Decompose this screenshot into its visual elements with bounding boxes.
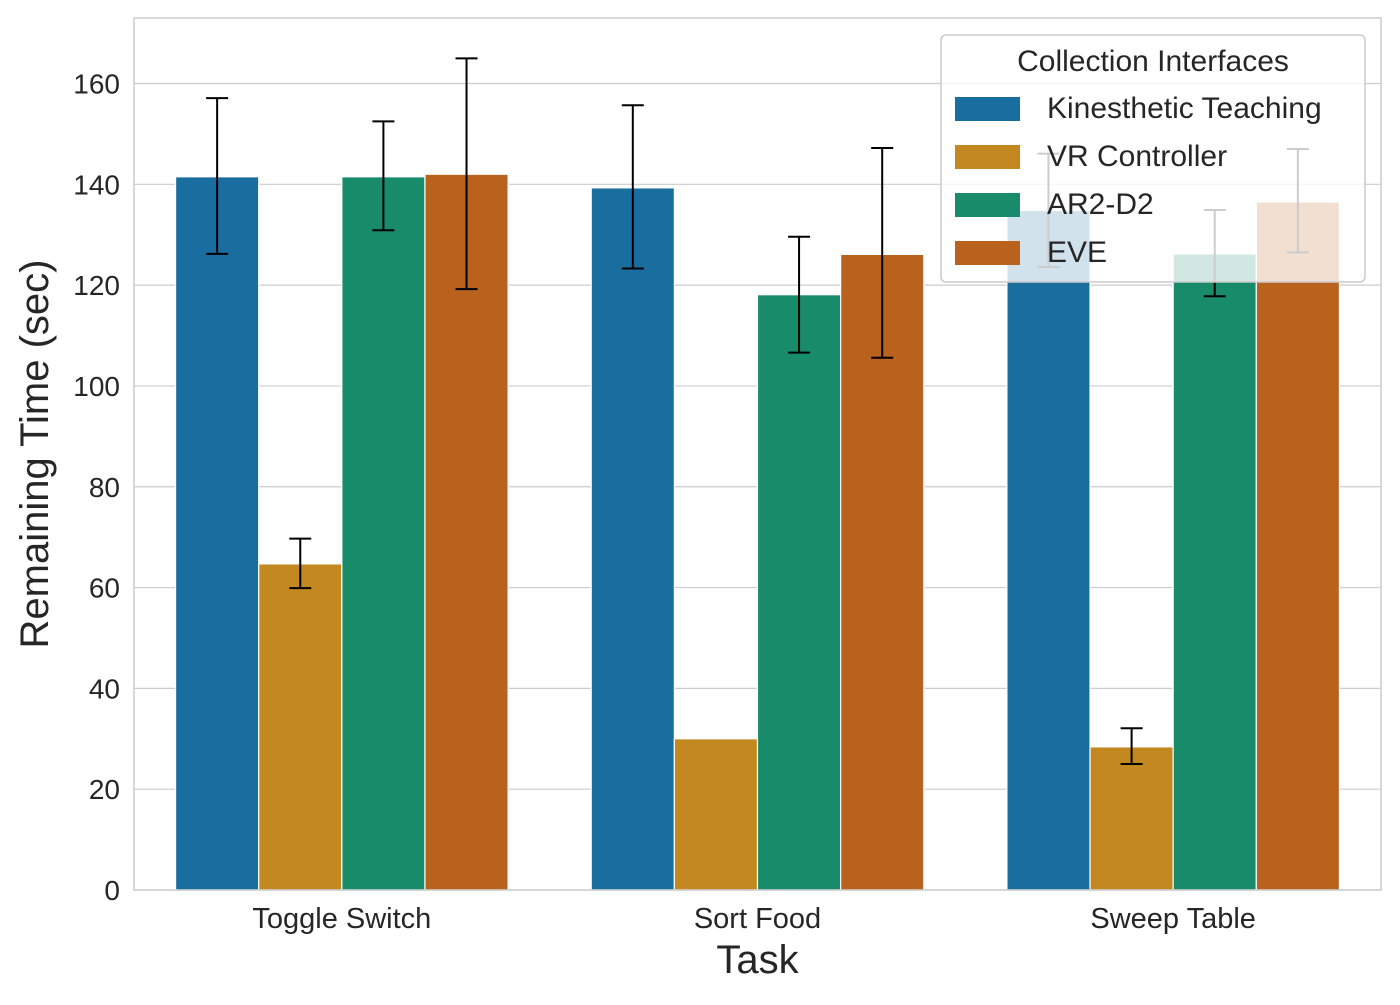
legend-label: EVE bbox=[1047, 236, 1107, 269]
legend-swatch bbox=[955, 241, 1020, 265]
x-tick-label: Toggle Switch bbox=[252, 903, 431, 935]
bar bbox=[1255, 201, 1341, 891]
legend-label: VR Controller bbox=[1047, 140, 1227, 173]
y-tick-label: 40 bbox=[89, 673, 120, 704]
plot-frame bbox=[133, 17, 1382, 891]
bar bbox=[673, 738, 759, 891]
legend-swatch bbox=[955, 97, 1020, 121]
y-tick-label: 20 bbox=[89, 774, 120, 805]
y-tick-label: 80 bbox=[89, 472, 120, 503]
legend-label: AR2-D2 bbox=[1047, 188, 1154, 221]
y-tick-label: 160 bbox=[73, 69, 120, 100]
bar bbox=[1089, 746, 1174, 891]
x-tick-label: Sort Food bbox=[694, 903, 821, 935]
y-axis-label: Remaining Time (sec) bbox=[13, 259, 57, 648]
legend-label: Kinesthetic Teaching bbox=[1047, 92, 1322, 125]
bar bbox=[258, 563, 343, 891]
y-tick-label: 140 bbox=[73, 169, 120, 200]
bar bbox=[756, 294, 842, 891]
y-tick-label: 0 bbox=[104, 875, 120, 906]
bar bbox=[174, 176, 260, 891]
bar bbox=[424, 173, 509, 891]
x-tick-label: Sweep Table bbox=[1090, 903, 1256, 935]
y-tick-label: 120 bbox=[73, 270, 120, 301]
legend-box bbox=[940, 34, 1366, 283]
bar bbox=[590, 187, 675, 891]
y-tick-label: 60 bbox=[89, 573, 120, 604]
bar bbox=[1172, 253, 1257, 891]
legend-swatch bbox=[955, 145, 1020, 169]
legend-swatch bbox=[955, 193, 1020, 217]
y-tick-label: 100 bbox=[73, 371, 120, 402]
bar bbox=[1006, 209, 1091, 891]
bar bbox=[341, 176, 426, 891]
x-axis-label: Task bbox=[716, 938, 799, 982]
legend-title: Collection Interfaces bbox=[1017, 45, 1289, 78]
